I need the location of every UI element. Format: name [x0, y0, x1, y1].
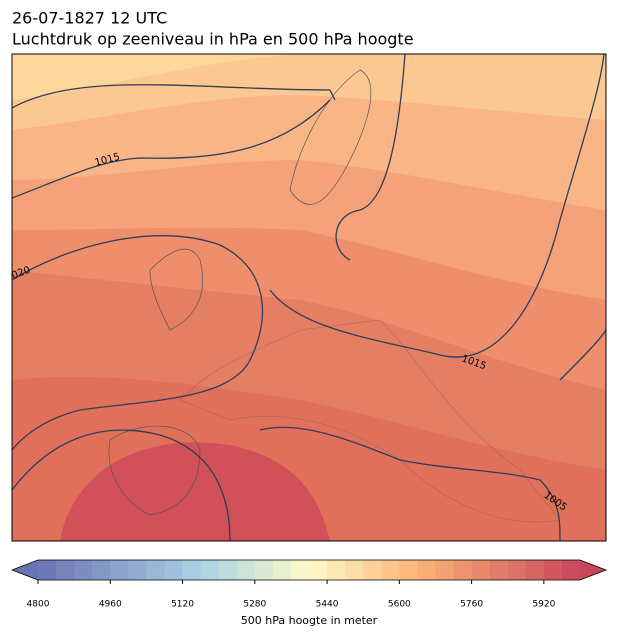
coastline	[149, 248, 203, 331]
colorbar: 4800 4960 5120 5280 5440 5600 5760 5920	[10, 559, 608, 610]
colorbar-tick-label: 5120	[171, 600, 194, 610]
map-frame	[11, 53, 607, 542]
colorbar-segment	[218, 560, 238, 580]
colorbar-segment	[128, 560, 147, 580]
colorbar-segment	[561, 560, 581, 580]
colorbar-segment	[327, 560, 346, 580]
coastline	[289, 69, 372, 205]
isobar	[12, 99, 331, 199]
band	[60, 442, 330, 541]
colorbar-segment	[363, 560, 382, 580]
coastline	[179, 319, 561, 523]
colorbar-segment	[200, 560, 220, 580]
colorbar-segment	[345, 560, 364, 580]
isobar	[559, 329, 606, 381]
colorbar-segment	[399, 560, 418, 580]
colorbar-segment	[471, 560, 491, 580]
colorbar-segment	[435, 560, 455, 580]
colorbar-tick-label: 5920	[532, 600, 555, 610]
colorbar-tick-label: 5280	[243, 600, 266, 610]
isobar	[335, 54, 406, 261]
colorbar-segment	[489, 560, 509, 580]
colorbar-tick-label: 4960	[99, 600, 122, 610]
isobar	[12, 429, 231, 541]
band	[12, 54, 300, 100]
colorbar-tick-label: 5440	[316, 600, 339, 610]
colorbar-segment	[56, 560, 75, 580]
coastline	[108, 425, 201, 516]
colorbar-extend	[580, 560, 606, 580]
colorbar-segment	[74, 560, 93, 580]
isobar	[12, 84, 336, 109]
colorbar-segment	[236, 560, 256, 580]
colorbar-tick-label: 4800	[27, 600, 50, 610]
date-title: 26-07-1827 12 UTC	[12, 9, 167, 28]
colorbar-segment	[309, 560, 328, 580]
map-title: Luchtdruk op zeeniveau in hPa en 500 hPa…	[12, 30, 414, 49]
isobar	[259, 426, 561, 541]
colorbar-segment	[543, 560, 563, 580]
isobar	[12, 235, 264, 451]
colorbar-segment	[290, 560, 310, 580]
colorbar-segment	[38, 560, 57, 580]
colorbar-segment	[110, 560, 129, 580]
colorbar-tick-label: 5600	[388, 600, 411, 610]
colorbar-segment	[507, 560, 527, 580]
colorbar-segment	[182, 560, 202, 580]
map-area: 1015 020 1015 1005	[12, 54, 606, 541]
colorbar-label: 500 hPa hoogte in meter	[241, 614, 378, 627]
colorbar-extend	[12, 560, 38, 580]
isobar	[269, 54, 605, 358]
colorbar-segment	[453, 560, 473, 580]
colorbar-segment	[525, 560, 545, 580]
colorbar-segment	[417, 560, 436, 580]
colorbar-segment	[164, 560, 184, 580]
colorbar-segment	[92, 560, 111, 580]
colorbar-segment	[272, 560, 292, 580]
colorbar-tick-label: 5760	[460, 600, 483, 610]
colorbar-segment	[381, 560, 400, 580]
colorbar-segment	[254, 560, 274, 580]
colorbar-segment	[146, 560, 165, 580]
